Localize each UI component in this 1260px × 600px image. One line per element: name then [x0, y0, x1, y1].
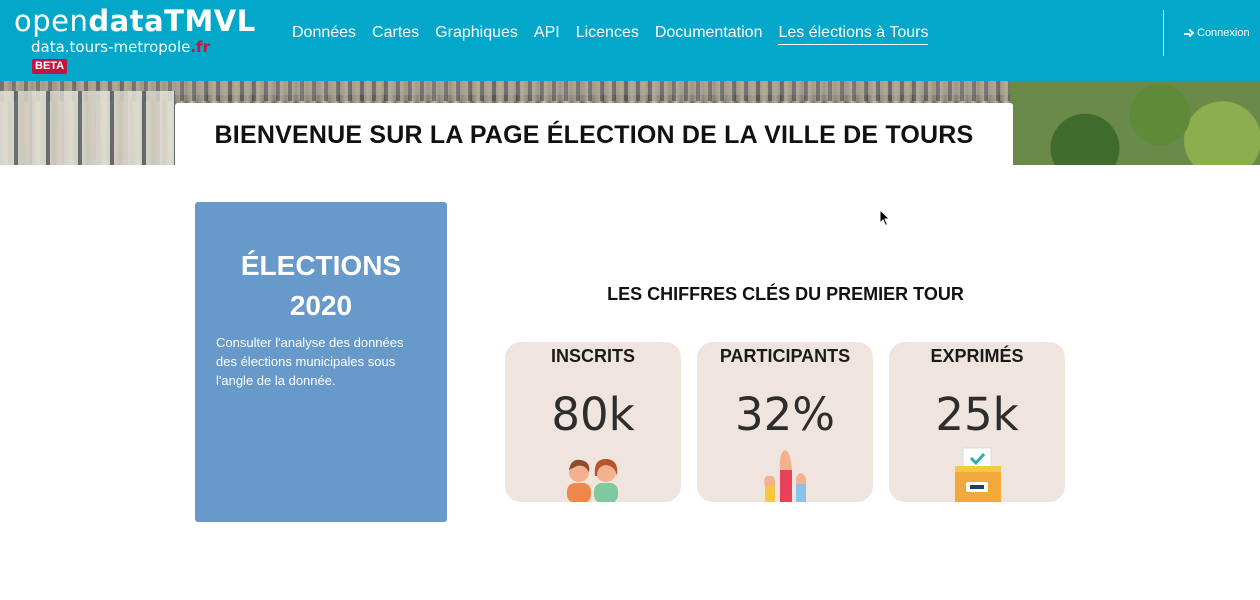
sign-in-icon: [1184, 29, 1193, 38]
elections-2020-card[interactable]: ÉLECTIONS 2020 Consulter l'analyse des d…: [195, 202, 447, 522]
page-title: BIENVENUE SUR LA PAGE ÉLECTION DE LA VIL…: [214, 121, 974, 149]
beta-badge: BETA: [32, 59, 68, 74]
key-figures-heading: LES CHIFFRES CLÉS DU PREMIER TOUR: [607, 284, 964, 304]
key-figure-card-participants: PARTICIPANTS 32%: [697, 342, 873, 502]
key-figure-value: 80k: [551, 388, 635, 441]
nav-item-graphiques[interactable]: Graphiques: [435, 24, 518, 41]
elections-card-title: ÉLECTIONS 2020: [195, 246, 447, 326]
nav-item-cartes[interactable]: Cartes: [372, 24, 420, 41]
welcome-title-card: BIENVENUE SUR LA PAGE ÉLECTION DE LA VIL…: [175, 103, 1013, 165]
key-figure-value: 32%: [734, 388, 836, 441]
top-navbar: opendataTMVL data.tours-metropole.fr BET…: [0, 0, 1260, 81]
key-figure-label: EXPRIMÉS: [930, 346, 1024, 366]
logo-domain: data.tours-metropole.fr: [31, 38, 210, 56]
ballot-box-icon: [955, 447, 1001, 502]
nav-item-licences[interactable]: Licences: [575, 24, 639, 41]
header-divider: [1163, 10, 1164, 56]
logo-wordmark: opendataTMVL: [14, 4, 256, 38]
key-figure-card-exprimes: EXPRIMÉS 25k: [889, 342, 1065, 502]
key-figure-label: PARTICIPANTS: [719, 346, 851, 366]
login-label: Connexion: [1197, 27, 1250, 39]
key-figure-label: INSCRITS: [550, 346, 635, 366]
nav-item-donnees[interactable]: Données: [292, 24, 357, 41]
key-figure-value: 25k: [935, 388, 1019, 441]
site-logo[interactable]: opendataTMVL data.tours-metropole.fr BET…: [14, 4, 256, 74]
main-nav: Données Cartes Graphiques API Licences D…: [292, 24, 944, 45]
banner-building: [0, 91, 175, 165]
banner-trees: [1010, 81, 1260, 165]
logo-bold: dataTMVL: [88, 4, 256, 38]
elections-card-title-line1: ÉLECTIONS: [240, 250, 402, 281]
logo-light: open: [14, 4, 89, 38]
logo-domain-name: data.tours-metropole: [31, 38, 191, 56]
key-figure-card-inscrits: INSCRITS 80k: [505, 342, 681, 502]
elections-card-description: Consulter l'analyse des données des élec…: [216, 335, 404, 388]
login-button[interactable]: Connexion: [1184, 27, 1250, 39]
raised-hands-icon: [764, 450, 807, 502]
elections-card-title-line2: 2020: [289, 290, 353, 321]
people-icon: [567, 458, 618, 502]
banner-roofline: [0, 81, 1260, 101]
nav-item-documentation[interactable]: Documentation: [654, 24, 763, 41]
logo-domain-tld: .fr: [190, 38, 210, 56]
nav-item-elections[interactable]: Les élections à Tours: [778, 24, 929, 45]
mouse-cursor-icon: [879, 209, 891, 227]
nav-item-api[interactable]: API: [533, 24, 560, 41]
